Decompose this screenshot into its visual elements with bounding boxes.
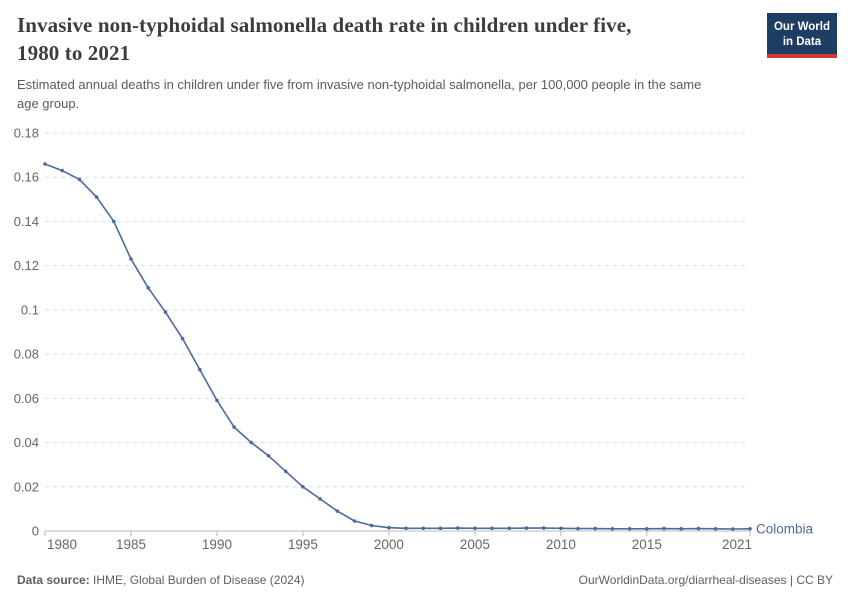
data-point <box>180 336 185 341</box>
data-point <box>352 519 357 523</box>
data-point <box>404 526 408 531</box>
data-point <box>610 527 615 531</box>
data-point <box>507 526 512 531</box>
data-point <box>473 526 477 531</box>
data-point <box>696 526 701 531</box>
x-tick-label: 2000 <box>374 537 404 552</box>
data-source-value: IHME, Global Burden of Disease (2024) <box>93 573 305 587</box>
chart-subtitle-line2: age group. <box>17 95 80 111</box>
x-tick-label: 1995 <box>288 537 318 552</box>
y-tick-label: 0 <box>32 524 39 539</box>
data-point <box>490 526 494 531</box>
data-source-label: Data source: <box>17 573 90 587</box>
chart-footer: Data source: IHME, Global Burden of Dise… <box>17 573 833 587</box>
y-tick-label: 0.06 <box>14 391 39 406</box>
data-point <box>232 425 236 429</box>
data-point <box>163 310 168 314</box>
data-point <box>43 162 47 166</box>
data-point <box>60 168 64 173</box>
y-tick-label: 0.14 <box>14 214 39 229</box>
data-point <box>112 219 116 224</box>
y-tick-label: 0.04 <box>14 435 39 450</box>
y-tick-label: 0.12 <box>14 258 39 273</box>
data-point <box>77 177 82 182</box>
data-point <box>335 509 340 513</box>
series-line-colombia[interactable] <box>44 163 751 530</box>
data-point <box>593 526 597 531</box>
owid-logo-line1: Our World <box>773 21 830 33</box>
y-tick-label: 0.1 <box>21 302 39 317</box>
y-tick-label: 0.02 <box>14 479 39 494</box>
data-point <box>266 454 271 458</box>
page-title-line2: 1980 to 2021 <box>17 40 131 65</box>
data-point <box>421 526 426 531</box>
data-point <box>94 195 99 199</box>
entity-label-colombia[interactable]: Colombia <box>756 521 814 536</box>
x-tick-label: 2015 <box>632 537 662 552</box>
data-point <box>679 527 683 531</box>
data-point <box>645 527 649 531</box>
x-tick-label: 2021 <box>722 537 752 552</box>
data-point <box>215 398 219 403</box>
x-tick-label: 1990 <box>202 537 232 552</box>
chart-subtitle-line1: Estimated annual deaths in children unde… <box>17 77 702 93</box>
data-point <box>731 527 735 531</box>
x-tick-label: 1980 <box>47 537 77 552</box>
data-point <box>576 526 580 531</box>
chart-subtitle: Estimated annual deaths in children unde… <box>17 76 762 113</box>
data-point <box>318 497 322 501</box>
owid-logo-line2: in Data <box>782 35 822 48</box>
data-point <box>283 469 288 474</box>
data-point <box>541 526 546 530</box>
x-tick-label: 2005 <box>460 537 490 552</box>
data-point <box>198 367 202 372</box>
y-tick-label: 0.08 <box>14 347 39 362</box>
data-source-note: Data source: IHME, Global Burden of Dise… <box>17 573 304 587</box>
owid-logo: Our World in Data <box>766 13 837 58</box>
page-title-line1: Invasive non-typhoidal salmonella death … <box>17 13 632 37</box>
data-point <box>748 527 752 531</box>
y-tick-label: 0.16 <box>14 170 39 185</box>
y-tick-label: 0.18 <box>14 126 39 141</box>
data-point <box>662 526 666 531</box>
data-point <box>524 526 529 530</box>
data-point <box>627 527 632 531</box>
page-title: Invasive non-typhoidal salmonella death … <box>17 12 762 67</box>
data-point <box>129 257 133 261</box>
x-tick-label: 1985 <box>116 537 146 552</box>
data-point <box>713 527 718 531</box>
data-point <box>455 526 460 530</box>
chart-header: Invasive non-typhoidal salmonella death … <box>17 12 837 113</box>
license-note: OurWorldinData.org/diarrheal-diseases | … <box>578 573 833 587</box>
data-point <box>249 440 254 445</box>
series-points-colombia <box>43 162 752 531</box>
data-point <box>559 526 563 531</box>
data-point <box>369 523 374 528</box>
data-point <box>301 485 305 489</box>
data-point <box>387 525 391 530</box>
data-point <box>146 286 150 290</box>
x-tick-label: 2010 <box>546 537 576 552</box>
data-point <box>438 526 443 531</box>
